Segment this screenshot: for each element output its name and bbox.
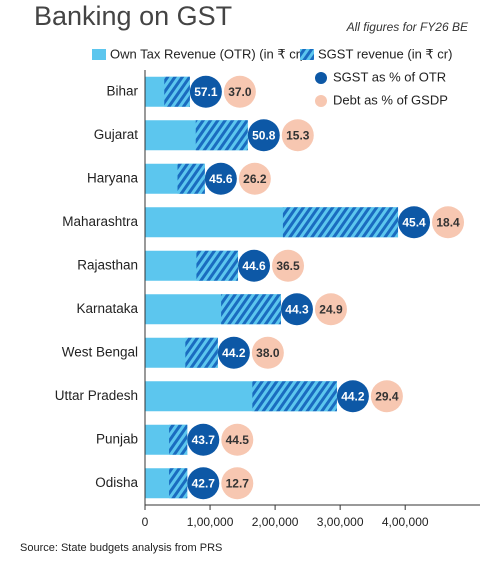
sgst-bar	[164, 76, 190, 107]
sgst-bar	[195, 120, 248, 151]
sgst-pct-label: 43.7	[192, 433, 216, 447]
debt-pct-marker	[221, 423, 254, 456]
sgst-pct-label: 45.6	[209, 172, 233, 186]
sgst-pct-label: 57.1	[194, 85, 218, 99]
category-label: Odisha	[95, 475, 138, 490]
legend-swatch	[92, 49, 106, 60]
category-label: Gujarat	[94, 127, 139, 142]
sgst-pct-label: 44.2	[341, 389, 365, 403]
category-label: West Bengal	[62, 344, 138, 359]
category-label: Rajasthan	[77, 257, 138, 272]
x-tick-label: 3,00,000	[317, 515, 364, 529]
legend-label: Debt as % of GSDP	[333, 92, 448, 107]
sgst-pct-marker	[189, 75, 222, 108]
sgst-pct-marker	[204, 162, 237, 195]
debt-pct-label: 44.5	[226, 433, 250, 447]
legend-swatch	[315, 72, 327, 84]
sgst-bar	[177, 163, 205, 194]
category-label: Haryana	[87, 170, 139, 185]
debt-pct-marker	[251, 336, 284, 369]
sgst-pct-label: 44.6	[242, 259, 266, 273]
debt-pct-marker	[272, 249, 305, 282]
sgst-pct-label: 45.4	[402, 215, 426, 229]
debt-pct-label: 37.0	[228, 85, 252, 99]
debt-pct-marker	[432, 206, 465, 239]
debt-pct-marker	[314, 293, 347, 326]
legend-swatch	[315, 95, 327, 107]
debt-pct-marker	[281, 119, 314, 152]
debt-pct-label: 24.9	[319, 302, 343, 316]
category-label: Bihar	[106, 83, 138, 98]
sgst-bar	[185, 337, 218, 368]
debt-pct-marker	[223, 75, 256, 108]
category-label: Maharashtra	[62, 214, 138, 229]
sgst-pct-marker	[247, 119, 280, 152]
legend-label: SGST as % of OTR	[333, 69, 446, 84]
sgst-pct-marker	[217, 336, 250, 369]
x-tick-label: 0	[142, 515, 149, 529]
category-label: Karnataka	[76, 301, 138, 316]
sgst-bar	[169, 468, 188, 499]
debt-pct-label: 36.5	[276, 259, 300, 273]
debt-pct-label: 29.4	[375, 389, 399, 403]
legend-label: Own Tax Revenue (OTR) (in ₹ cr)	[110, 46, 304, 61]
debt-pct-marker	[238, 162, 271, 195]
sgst-pct-marker	[398, 206, 431, 239]
source: Source: State budgets analysis from PRS	[20, 542, 222, 554]
category-label: Uttar Pradesh	[55, 388, 138, 403]
sgst-bar	[169, 424, 188, 455]
debt-pct-marker	[370, 380, 403, 413]
sgst-pct-marker	[187, 467, 220, 500]
sgst-pct-label: 42.7	[192, 476, 216, 490]
legend-label: SGST revenue (in ₹ cr)	[318, 46, 452, 61]
sgst-pct-marker	[187, 423, 220, 456]
debt-pct-marker	[221, 467, 254, 500]
sgst-pct-marker	[336, 380, 369, 413]
debt-pct-label: 26.2	[243, 172, 267, 186]
sgst-pct-label: 50.8	[252, 128, 276, 142]
x-tick-label: 1,00,000	[187, 515, 234, 529]
sgst-bar	[221, 294, 281, 325]
debt-pct-label: 12.7	[226, 476, 250, 490]
category-label: Punjab	[96, 431, 138, 446]
sgst-bar	[196, 250, 239, 281]
sgst-pct-marker	[280, 293, 313, 326]
sgst-pct-label: 44.2	[222, 346, 246, 360]
sgst-bar	[282, 207, 399, 238]
sgst-bar	[252, 381, 337, 412]
legend-swatch	[300, 49, 314, 60]
x-tick-label: 2,00,000	[252, 515, 299, 529]
debt-pct-label: 15.3	[286, 128, 310, 142]
chart-title: Banking on GST	[34, 1, 232, 31]
note: All figures for FY26 BE	[346, 20, 469, 34]
debt-pct-label: 18.4	[436, 215, 460, 229]
sgst-pct-label: 44.3	[285, 302, 309, 316]
sgst-pct-marker	[238, 249, 271, 282]
x-tick-label: 4,00,000	[382, 515, 429, 529]
debt-pct-label: 38.0	[256, 346, 280, 360]
